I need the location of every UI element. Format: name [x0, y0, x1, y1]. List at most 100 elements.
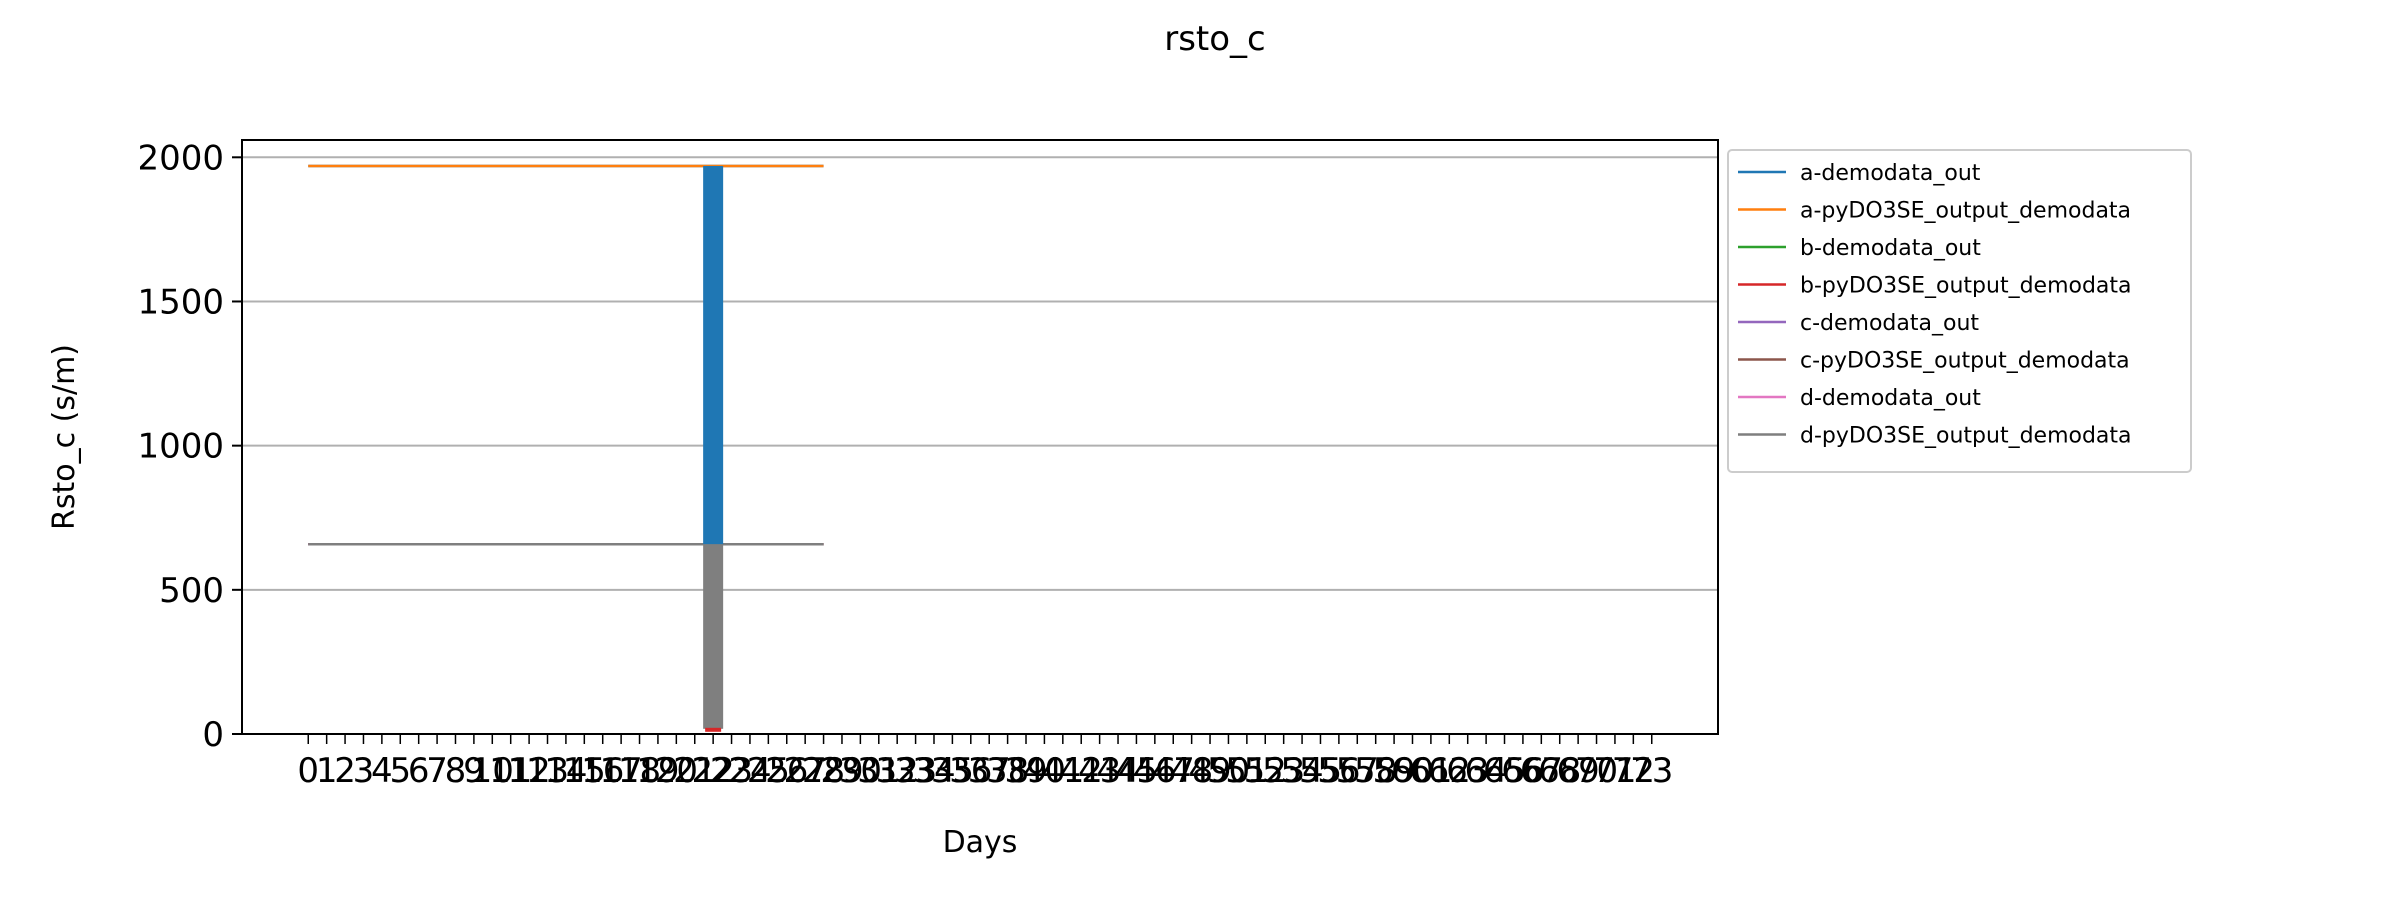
x-tick-label: 49 [1188, 751, 1231, 791]
x-tick-label: 16 [581, 751, 624, 791]
x-tick-label: 66 [1501, 751, 1544, 791]
x-tick-label: 2 [334, 751, 356, 791]
x-tick-label: 56 [1317, 751, 1360, 791]
x-tick-label: 64 [1464, 751, 1507, 791]
x-tick-label: 59 [1372, 751, 1415, 791]
x-tick-label: 25 [747, 751, 790, 791]
x-tick-label: 32 [876, 751, 919, 791]
x-tick-label: 20 [655, 751, 698, 791]
x-tick-label: 18 [618, 751, 661, 791]
x-tick-label: 68 [1538, 751, 1581, 791]
x-tick-label: 5 [389, 751, 411, 791]
legend-label: a-pyDO3SE_output_demodata [1800, 199, 2131, 224]
x-tick-label: 30 [839, 751, 882, 791]
x-tick-label: 7 [426, 751, 448, 791]
y-axis-label: Rsto_c (s/m) [47, 344, 82, 530]
x-tick-label: 24 [728, 751, 771, 791]
x-tick-label: 65 [1483, 751, 1526, 791]
legend-label: d-demodata_out [1800, 386, 1981, 411]
x-tick-label: 3 [353, 751, 375, 791]
x-tick-label: 61 [1409, 751, 1452, 791]
x-tick-label: 38 [986, 751, 1029, 791]
x-tick-label: 55 [1299, 751, 1342, 791]
x-tick-label: 19 [636, 751, 679, 791]
spike-d-segment [703, 544, 724, 729]
x-tick-label: 70 [1575, 751, 1618, 791]
spike-b-segment [705, 727, 722, 732]
x-tick-label: 14 [544, 751, 587, 791]
x-tick-label: 13 [526, 751, 569, 791]
x-tick-label: 60 [1391, 751, 1434, 791]
x-tick-label: 71 [1593, 751, 1636, 791]
x-tick-label: 8 [445, 751, 467, 791]
legend: a-demodata_out a-pyDO3SE_output_demodatab… [1727, 149, 2192, 473]
series-lines [308, 164, 824, 732]
plot-frame [242, 140, 1718, 734]
x-tick-label: 4 [371, 751, 393, 791]
x-tick-label: 42 [1060, 751, 1103, 791]
x-tick-label: 53 [1262, 751, 1305, 791]
legend-box [1727, 149, 2192, 473]
x-tick-label: 50 [1207, 751, 1250, 791]
x-tick-label: 33 [894, 751, 937, 791]
x-axis-ticks: 0123456789101112131415161718192021222324… [297, 734, 1673, 791]
x-tick-label: 73 [1630, 751, 1673, 791]
x-tick-label: 31 [857, 751, 900, 791]
x-tick-label: 1 [316, 751, 338, 791]
x-tick-label: 35 [931, 751, 974, 791]
spike-a-segment [703, 165, 724, 545]
x-tick-label: 63 [1446, 751, 1489, 791]
y-tick-label: 1500 [137, 282, 224, 322]
y-tick-label: 2000 [137, 138, 224, 178]
x-tick-label: 23 [710, 751, 753, 791]
x-tick-label: 62 [1428, 751, 1471, 791]
y-tick-label: 500 [159, 571, 224, 611]
x-tick-label: 26 [765, 751, 808, 791]
x-tick-label: 9 [463, 751, 485, 791]
legend-label: b-pyDO3SE_output_demodata [1800, 274, 2132, 299]
x-tick-label: 51 [1225, 751, 1268, 791]
x-tick-label: 0 [297, 751, 319, 791]
x-tick-label: 57 [1336, 751, 1379, 791]
x-tick-label: 43 [1078, 751, 1121, 791]
x-tick-label: 48 [1170, 751, 1213, 791]
x-tick-label: 45 [1115, 751, 1158, 791]
x-tick-label: 54 [1280, 751, 1323, 791]
x-tick-label: 29 [820, 751, 863, 791]
x-tick-label: 15 [563, 751, 606, 791]
x-tick-label: 17 [599, 751, 642, 791]
x-tick-label: 44 [1096, 751, 1139, 791]
x-tick-label: 6 [408, 751, 430, 791]
x-tick-label: 10 [471, 751, 514, 791]
x-tick-label: 39 [1004, 751, 1047, 791]
x-tick-label: 21 [673, 751, 716, 791]
x-tick-label: 34 [912, 751, 955, 791]
x-tick-label: 47 [1152, 751, 1195, 791]
y-tick-label: 1000 [137, 427, 224, 467]
x-tick-label: 69 [1556, 751, 1599, 791]
y-tick-label: 0 [202, 715, 224, 755]
x-tick-label: 52 [1244, 751, 1287, 791]
legend-label: c-demodata_out [1800, 311, 1979, 336]
x-tick-label: 46 [1133, 751, 1176, 791]
plot-border [241, 139, 1719, 735]
y-axis-ticks: 0 500 1000 1500 2000 [137, 138, 242, 755]
x-tick-label: 11 [489, 751, 532, 791]
x-tick-label: 40 [1023, 751, 1066, 791]
legend-label: c-pyDO3SE_output_demodata [1800, 349, 2130, 374]
chart-title: rsto_c [1164, 19, 1266, 59]
legend-label: b-demodata_out [1800, 236, 1981, 261]
x-axis-label: Days [943, 825, 1018, 860]
x-tick-label: 41 [1041, 751, 1084, 791]
x-tick-label: 12 [507, 751, 550, 791]
legend-label: a-demodata_out [1800, 161, 1981, 186]
x-tick-label: 22 [692, 751, 735, 791]
x-tick-label: 37 [968, 751, 1011, 791]
legend-label: d-pyDO3SE_output_demodata [1800, 424, 2132, 449]
x-tick-label: 72 [1612, 751, 1655, 791]
x-tick-label: 27 [784, 751, 827, 791]
x-tick-label: 36 [949, 751, 992, 791]
x-tick-label: 67 [1520, 751, 1563, 791]
